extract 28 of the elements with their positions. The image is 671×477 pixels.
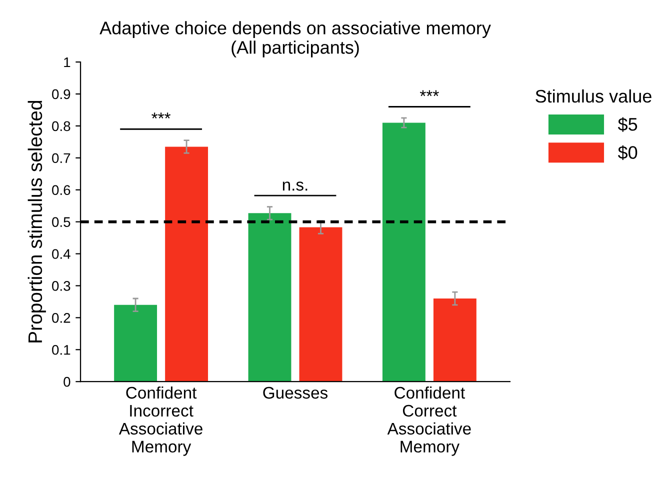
- bar: [248, 213, 292, 382]
- y-tick-label: 0.3: [52, 281, 70, 291]
- y-tick-label: 0.4: [52, 249, 70, 259]
- y-tick-label: 0: [64, 376, 70, 387]
- x-tick-label: Confident Incorrect Associative Memory: [118, 386, 202, 456]
- chart-title: Adaptive choice depends on associative memory (All participants): [100, 21, 491, 58]
- annotation: n.s.: [282, 182, 308, 191]
- bar: [165, 146, 208, 382]
- annotation: ***: [152, 112, 171, 118]
- legend-label: $5: [618, 117, 638, 132]
- bar: [433, 298, 476, 382]
- x-tick-label: Confident Correct Associative Memory: [387, 386, 471, 456]
- legend-label: $0: [618, 145, 638, 160]
- y-axis-title: Proportion stimulus selected: [28, 100, 46, 342]
- y-tick-label: 0.5: [52, 217, 70, 227]
- y-tick-label: 1: [64, 57, 70, 68]
- y-tick-label: 0.7: [52, 153, 70, 164]
- y-tick-label: 0.6: [52, 185, 70, 196]
- bar: [299, 227, 342, 382]
- y-tick-label: 0.9: [52, 89, 70, 100]
- legend-title: Stimulus value: [536, 89, 652, 103]
- bar: [114, 304, 158, 382]
- y-tick-label: 0.8: [52, 121, 70, 132]
- y-tick-label: 0.1: [52, 344, 70, 355]
- y-tick-label: 0.2: [52, 313, 70, 323]
- annotation: ***: [420, 90, 439, 96]
- bar: [382, 122, 426, 382]
- x-tick-label: Guesses: [263, 386, 328, 399]
